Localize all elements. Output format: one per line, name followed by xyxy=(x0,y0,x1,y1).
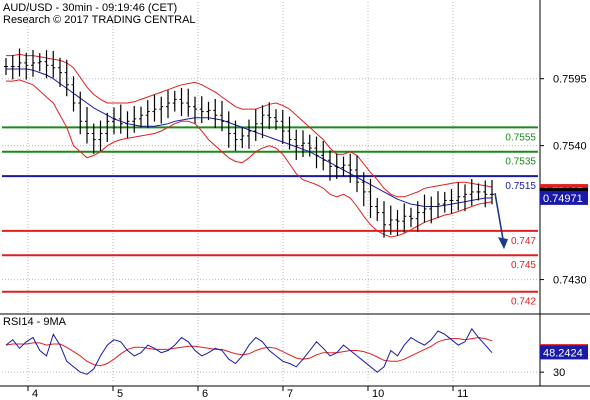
level-label: 0.745 xyxy=(511,260,536,271)
rsi-panel-title: RSI14 - 9MA xyxy=(3,316,66,328)
y-axis-tick-label: 0.7540 xyxy=(553,141,587,153)
x-axis-tick-label: 11 xyxy=(457,388,468,400)
projection-arrow-line xyxy=(494,192,504,240)
x-axis-tick-label: 5 xyxy=(117,388,123,400)
x-axis-tick-label: 7 xyxy=(287,388,293,400)
bollinger-lower-line xyxy=(6,79,493,238)
rsi-badge xyxy=(540,345,588,360)
x-axis-tick-label: 10 xyxy=(372,388,384,400)
y-axis-tick-label: 0.7430 xyxy=(553,275,587,287)
projection-arrow-head xyxy=(498,237,508,250)
rsi-axis-tick-label: 30 xyxy=(553,367,565,379)
rsi-badge-label: 48.2424 xyxy=(543,347,583,359)
rsi-ma-line xyxy=(5,336,493,367)
rsi-line xyxy=(5,327,493,375)
level-label: 0.742 xyxy=(511,297,536,308)
price-badge-label: 0.74971 xyxy=(543,193,583,205)
chart-header-research: Research © 2017 TRADING CENTRAL xyxy=(3,14,196,26)
y-axis-tick-label: 0.7595 xyxy=(553,74,587,86)
level-label: 0.747 xyxy=(511,236,536,247)
bollinger-upper-line xyxy=(6,53,493,198)
chart-header-symbol: AUD/USD - 30min - 09:19:46 (CET) xyxy=(3,2,178,14)
level-label: 0.7535 xyxy=(505,157,536,168)
x-axis-tick-label: 4 xyxy=(32,388,38,400)
level-label: 0.7515 xyxy=(505,181,536,192)
x-axis-tick-label: 6 xyxy=(202,388,208,400)
level-label: 0.7555 xyxy=(505,132,536,143)
price-badge xyxy=(540,190,588,205)
